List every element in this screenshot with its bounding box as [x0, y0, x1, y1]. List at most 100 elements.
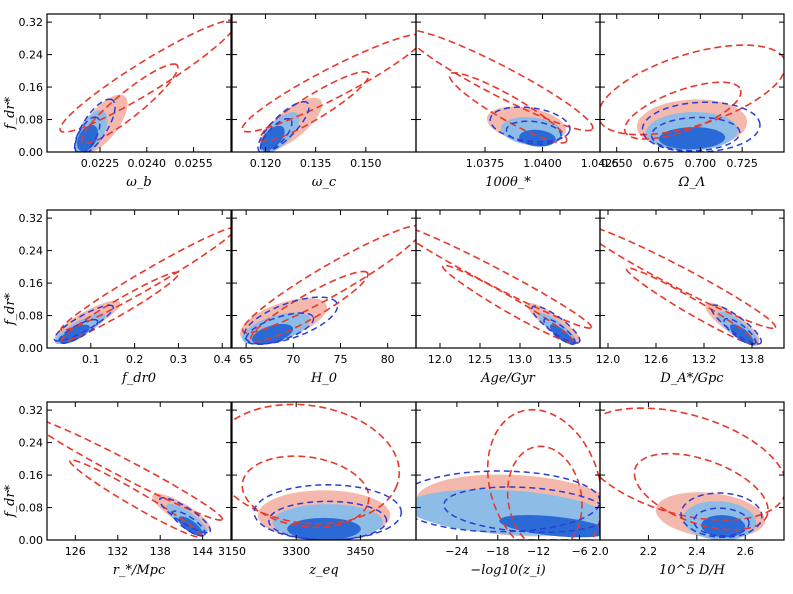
- blue-dashed-contour: [74, 116, 101, 152]
- red-dashed-contour: [241, 33, 416, 133]
- x-axis-label: −log10(z_i): [470, 563, 545, 578]
- red-dashed-contour: [600, 407, 784, 521]
- x-tick-label: 3150: [218, 545, 246, 558]
- blue-dashed-contour: [416, 470, 600, 533]
- x-tick-label: 138: [150, 545, 171, 558]
- panel-r2c3: 2.0 2.2 2.4 2.6 10^5 D/H: [591, 401, 785, 578]
- x-tick-label: 144: [192, 545, 213, 558]
- x-tick-label: 0.4: [213, 353, 231, 366]
- y-tick-label: 0.32: [19, 16, 44, 29]
- red-dashed-contour: [633, 452, 769, 531]
- x-tick-label: 1.0400: [523, 157, 562, 170]
- blue-dashed-contour: [158, 497, 212, 534]
- x-tick-label: −6: [571, 545, 587, 558]
- blue-dashed-contour: [693, 507, 750, 537]
- panel-r0c3: 0.650 0.675 0.700 0.725 Ω_Λ: [599, 13, 785, 190]
- x-tick-label: 2.0: [591, 545, 609, 558]
- y-tick-label: 0.24: [19, 245, 44, 258]
- red-dashed-contour: [259, 70, 371, 143]
- y-tick-label: 0.08: [19, 502, 44, 515]
- x-tick-label: 75: [334, 353, 348, 366]
- x-tick-label: 2.4: [688, 545, 706, 558]
- x-tick-label: 0.1: [82, 353, 100, 366]
- y-axis-label: f_dr*: [3, 96, 18, 130]
- x-axis-label: 100θ_*: [485, 175, 531, 190]
- red-dashed-contour: [59, 19, 231, 133]
- x-tick-label: −24: [445, 545, 468, 558]
- panel-frame: [46, 13, 232, 153]
- x-tick-label: 13.2: [692, 353, 717, 366]
- panel-r1c3: 12.0 12.6 13.2 13.8 D_A*/Gpc: [596, 209, 785, 386]
- blue-dashed-contour: [505, 120, 562, 145]
- blue-dark-contour: [549, 324, 573, 345]
- x-axis-label: H_0: [310, 371, 337, 386]
- x-tick-label: 0.675: [643, 157, 675, 170]
- panel-frame: [46, 209, 232, 349]
- blue-dark-contour: [729, 324, 754, 345]
- x-tick-label: 1.0375: [466, 157, 505, 170]
- x-tick-label: 0.0255: [174, 157, 213, 170]
- panel-r0c1: 0.120 0.135 0.150 ω_c: [231, 13, 417, 190]
- x-tick-label: −18: [486, 545, 509, 558]
- x-axis-label: D_A*/Gpc: [659, 371, 724, 386]
- blue-dashed-contour: [650, 116, 741, 152]
- x-tick-label: 70: [286, 353, 300, 366]
- panel-r1c2: 12.0 12.5 13.0 13.5 Age/Gyr: [415, 209, 601, 386]
- panel-r1c1: 65 70 75 80 H_0: [231, 209, 417, 386]
- x-tick-label: 0.120: [250, 157, 282, 170]
- y-tick-label: 0.16: [19, 469, 44, 482]
- red-dashed-contour: [232, 403, 401, 525]
- y-tick-label: 0.08: [19, 114, 44, 127]
- x-axis-label: z_eq: [308, 563, 338, 578]
- red-dashed-contour: [61, 271, 180, 342]
- y-tick-label: 0.32: [19, 212, 44, 225]
- blue-dashed-contour: [710, 304, 763, 345]
- x-tick-label: 0.0240: [128, 157, 167, 170]
- red-dashed-contour: [60, 227, 231, 332]
- y-tick-label: 0.16: [19, 277, 44, 290]
- panel-frame: [46, 401, 232, 541]
- blue-dashed-contour: [443, 486, 600, 534]
- blue-dark-contour: [658, 127, 726, 150]
- red-dashed-contour: [241, 224, 416, 334]
- red-dashed-contour: [600, 228, 777, 330]
- red-dashed-contour: [249, 270, 369, 343]
- panel-r2c2: −24 −18 −12 −6 −log10(z_i): [415, 401, 601, 578]
- x-tick-label: 13.8: [740, 353, 765, 366]
- panel-frame: [415, 209, 601, 349]
- panel-r1c0: 0.1 0.2 0.3 0.4 0.00 0.08 0.16 0.24 0.32 f_dr0 f_d…: [3, 209, 232, 386]
- x-tick-label: 3300: [282, 545, 310, 558]
- panel-frame: [599, 401, 785, 541]
- x-axis-label: Age/Gyr: [480, 371, 536, 386]
- blue-dashed-contour: [259, 117, 293, 152]
- blue-dashed-contour: [73, 98, 116, 152]
- x-axis-label: 10^5 D/H: [659, 563, 726, 578]
- red-dashed-contour: [625, 267, 759, 346]
- blue-dashed-contour: [58, 318, 99, 345]
- x-axis-label: ω_b: [126, 175, 151, 190]
- y-tick-label: 0.24: [19, 49, 44, 62]
- panel-r2c1: 3150 3300 3450 z_eq: [218, 401, 417, 578]
- x-tick-label: 0.650: [601, 157, 633, 170]
- x-tick-label: 2.6: [737, 545, 755, 558]
- blue-dark-contour: [260, 125, 285, 151]
- blue-dashed-contour: [680, 492, 763, 539]
- blue-dashed-contour: [531, 305, 581, 344]
- x-tick-label: 12.5: [468, 353, 493, 366]
- x-tick-label: 65: [239, 353, 253, 366]
- x-tick-label: 0.0225: [81, 157, 120, 170]
- x-tick-label: 0.700: [685, 157, 717, 170]
- y-tick-label: 0.00: [19, 146, 44, 159]
- blue-dashed-contour: [723, 317, 757, 346]
- x-tick-label: 12.0: [428, 353, 453, 366]
- x-tick-label: 13.5: [548, 353, 573, 366]
- y-axis-label: f_dr*: [3, 292, 18, 326]
- x-axis-label: Ω_Λ: [678, 175, 706, 190]
- x-axis-label: f_dr0: [121, 371, 156, 386]
- blue-dashed-contour: [257, 100, 310, 152]
- red-dashed-contour: [241, 455, 370, 529]
- blue-dashed-contour: [268, 500, 388, 540]
- blue-dashed-contour: [543, 317, 576, 345]
- panel-frame: [599, 209, 785, 349]
